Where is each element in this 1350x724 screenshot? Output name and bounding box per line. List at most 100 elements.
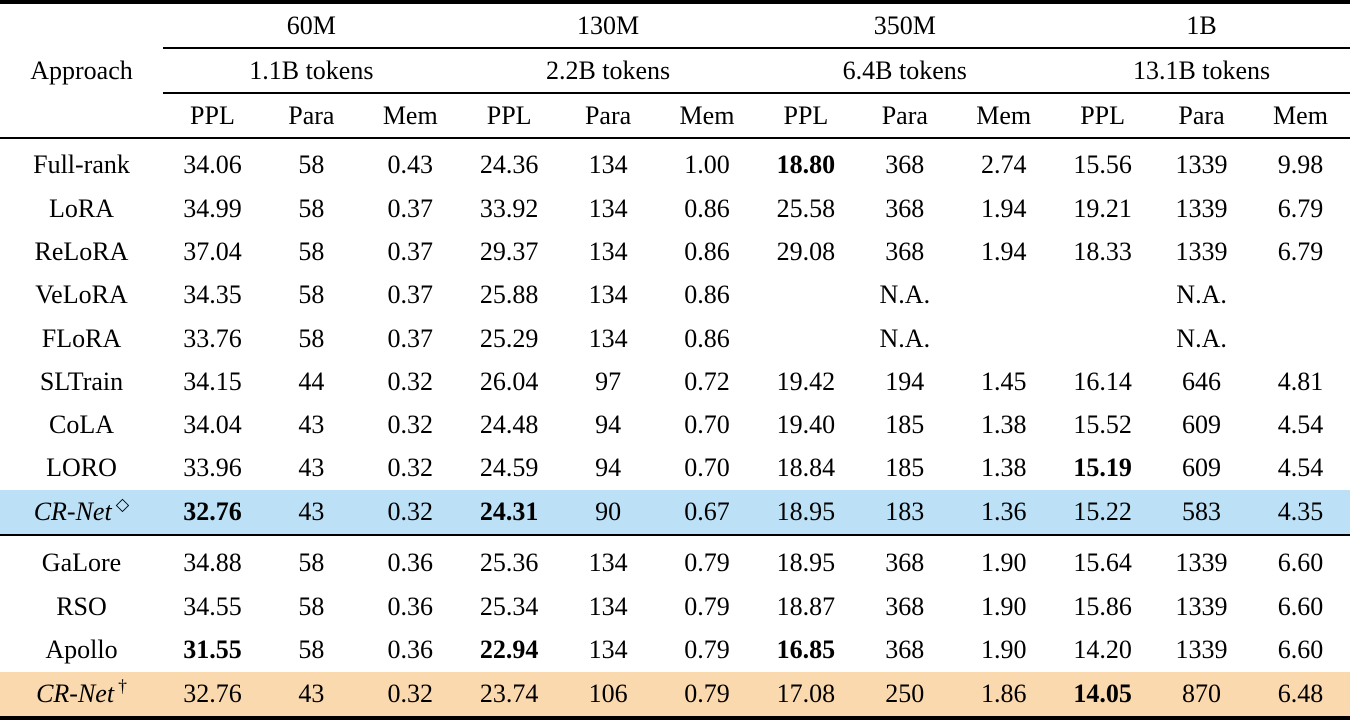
- size-group-header-1b: 1B: [1053, 2, 1350, 49]
- table-cell: 15.56: [1073, 149, 1132, 179]
- row-approach-label: CR-Net †: [0, 672, 163, 718]
- table-cell: 34.06: [183, 149, 242, 179]
- table-cell: 19.40: [776, 410, 836, 440]
- table-cell: 58: [298, 236, 325, 266]
- table-cell: 18.95: [776, 496, 836, 526]
- table-cell: 14.05: [1073, 678, 1132, 708]
- table-cell: 15.52: [1073, 410, 1132, 440]
- table-cell: 34.04: [183, 410, 242, 440]
- table-row: SLTrain 34.15 44 0.32 26.04 97 0.72 19.42 194 1.4…: [0, 360, 1350, 403]
- tokens-group-header-350m: 6.4B tokens: [756, 48, 1054, 94]
- approach-name: Full-rank: [33, 149, 130, 179]
- row-approach-label: LoRA: [0, 187, 163, 230]
- table-cell: 15.22: [1073, 496, 1132, 526]
- size-group-header-130m: 130M: [459, 2, 757, 49]
- table-cell: 194: [885, 366, 925, 396]
- table-cell: 1339: [1175, 149, 1228, 179]
- metric-header-mem: Mem: [657, 93, 757, 139]
- table-cell: 94: [595, 410, 622, 440]
- table-cell: 29.08: [776, 236, 836, 266]
- table-cell: 1.90: [980, 591, 1027, 621]
- table-cell: 0.37: [387, 236, 434, 266]
- size-group-header-350m: 350M: [756, 2, 1054, 49]
- table-cell: 1.38: [980, 453, 1027, 483]
- table-cell: 15.86: [1073, 591, 1132, 621]
- table-cell: 1.90: [954, 533, 1054, 586]
- table-cell: 19.21: [1073, 193, 1132, 223]
- table-cell: 18.84: [776, 453, 836, 483]
- table-cell: 0.37: [387, 193, 434, 223]
- table-cell: 6.48: [1277, 678, 1324, 708]
- table-cell: 94: [595, 453, 622, 483]
- table-cell: 15.19: [1073, 453, 1132, 483]
- approach-name: CR-Net: [33, 496, 112, 526]
- table-cell: 43: [298, 410, 325, 440]
- table-cell: 6.60: [1277, 591, 1324, 621]
- table-cell: N.A.: [1176, 280, 1227, 310]
- row-approach-label: LORO: [0, 447, 163, 490]
- metric-header-para: Para: [855, 93, 955, 139]
- table-cell: 34.99: [183, 193, 242, 223]
- table-cell: 34.35: [183, 280, 242, 310]
- table-cell: 1.90: [980, 635, 1027, 665]
- table-cell: 24.59: [479, 453, 539, 483]
- table-cell: 0.70: [684, 410, 730, 440]
- table-cell: 185: [885, 410, 925, 440]
- table-body-section-gradient: GaLore 34.88 58 0.36 25.36 134 0.79 18.95 368 1.9…: [0, 533, 1350, 718]
- row-approach-label: GaLore: [0, 533, 163, 586]
- table-cell: 22.94: [479, 635, 539, 665]
- metric-header-ppl: PPL: [1053, 93, 1153, 139]
- table-cell: 16.85: [776, 635, 836, 665]
- table-cell: 1339: [1175, 193, 1228, 223]
- approach-name: CoLA: [49, 410, 114, 440]
- size-header-row: Approach 60M 130M 350M 1B: [0, 2, 1350, 139]
- table-cell: 43: [298, 453, 325, 483]
- table-cell: 43: [298, 496, 325, 526]
- table-cell: 1.86: [980, 678, 1027, 708]
- table-cell: 34.55: [183, 591, 242, 621]
- table-cell: 90: [595, 496, 622, 526]
- table-row: ReLoRA 37.04 58 0.37 29.37 134 0.86 29.08 368 1.9…: [0, 230, 1350, 273]
- table-cell: 134: [588, 280, 628, 310]
- table-row: Apollo 31.55 58 0.36 22.94 134 0.79 16.85 368 1.9…: [0, 629, 1350, 672]
- table-cell: 43: [298, 678, 325, 708]
- metric-header-ppl: PPL: [459, 93, 559, 139]
- table-cell: 0.32: [387, 453, 434, 483]
- row-approach-label: RSO: [0, 585, 163, 628]
- table-cell: 6.79: [1277, 236, 1324, 266]
- row-approach-label: ReLoRA: [0, 230, 163, 273]
- approach-name: LORO: [46, 453, 117, 483]
- row-approach-label: Full-rank: [0, 138, 163, 187]
- table-row: Full-rank 34.06 58 0.43 24.36 134 1.00 18.80 368…: [0, 138, 1350, 187]
- table-cell: 1.00: [684, 149, 730, 179]
- table-cell: 134: [588, 149, 628, 179]
- table-cell: 368: [885, 236, 925, 266]
- table-cell: 0.32: [387, 496, 434, 526]
- table-cell: 0.86: [684, 323, 730, 353]
- table-cell: 9.98: [1277, 149, 1324, 179]
- table-cell: 0.79: [684, 635, 730, 665]
- table-cell: 32.76: [183, 678, 242, 708]
- approach-superscript: †: [118, 676, 127, 697]
- table-cell: 4.35: [1277, 496, 1324, 526]
- table-cell: 18.33: [1073, 236, 1132, 266]
- table-cell: 24.31: [479, 496, 539, 526]
- table-row: CR-Net ◇ 32.76 43 0.32 24.31 90 0.67 18.95 183 1.3…: [0, 490, 1350, 535]
- table-cell: 34.88: [163, 533, 262, 586]
- table-row: FLoRA 33.76 58 0.37 25.29 134 0.86 N.A. N.A.: [0, 317, 1350, 360]
- table-cell: 15.64: [1053, 533, 1153, 586]
- table-header: Approach 60M 130M 350M 1B 1.1B tokens 2.…: [0, 2, 1350, 139]
- table-cell: 134: [588, 591, 628, 621]
- table-cell: 609: [1182, 453, 1222, 483]
- table-cell: 6.60: [1250, 533, 1350, 586]
- table-cell: 4.54: [1277, 453, 1324, 483]
- approach-name: VeLoRA: [35, 280, 128, 310]
- tokens-group-header-1b: 13.1B tokens: [1053, 48, 1350, 94]
- table-cell: 24.36: [479, 149, 539, 179]
- table-cell: 1339: [1175, 236, 1228, 266]
- table-cell: 368: [885, 193, 925, 223]
- table-cell: 0.37: [387, 280, 434, 310]
- metric-header-para: Para: [558, 93, 658, 139]
- metric-header-mem: Mem: [1250, 93, 1350, 139]
